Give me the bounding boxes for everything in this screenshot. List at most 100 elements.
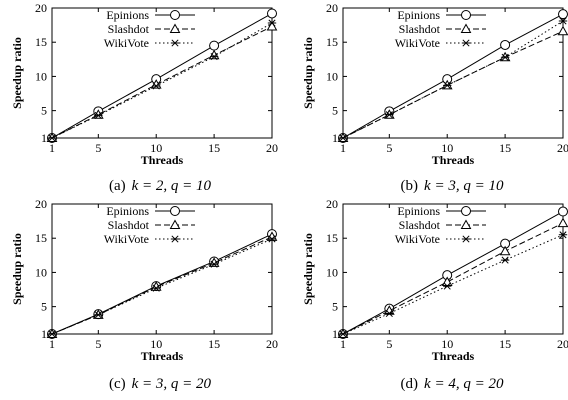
data-point-epinions-b — [558, 9, 568, 20]
x-tick-label-b: 10 — [441, 141, 453, 155]
caption-d-params: k = 4, q = 20 — [424, 376, 504, 392]
x-tick-label-d: 5 — [386, 337, 392, 351]
caption-b: (b) k = 3, q = 10 — [352, 178, 552, 195]
caption-d-label: (d) — [400, 376, 419, 392]
y-tick-label-c: 20 — [35, 197, 47, 211]
x-tick-label-a: 5 — [95, 141, 101, 155]
y-tick-label-c: 1 — [41, 327, 47, 341]
x-axis-title-c: Threads — [141, 349, 184, 363]
series-line-epinions-d — [342, 211, 564, 335]
y-tick-label-d: 1 — [332, 327, 338, 341]
legend-label-slashdot-b: Slashdot — [399, 22, 441, 36]
y-axis-title-d: Speedup ratio — [301, 233, 315, 305]
y-tick-label-c: 15 — [35, 231, 47, 245]
x-tick-label-c: 10 — [150, 337, 162, 351]
data-point-wikivote-b — [500, 53, 510, 61]
data-point-wikivote-b — [558, 17, 568, 25]
legend-marker-wikivote-b — [461, 39, 471, 47]
caption-d: (d) k = 4, q = 20 — [352, 376, 552, 393]
x-tick-label-b: 15 — [499, 141, 511, 155]
caption-a: (a) k = 2, q = 10 — [60, 178, 260, 195]
legend-marker-slashdot-a — [169, 23, 181, 33]
y-tick-label-d: 20 — [326, 197, 338, 211]
data-point-slashdot-d — [499, 245, 511, 256]
series-line-slashdot-a — [51, 26, 273, 139]
data-point-wikivote-d — [338, 330, 348, 338]
y-tick-label-c: 5 — [41, 300, 47, 314]
legend-label-wikivote-c: WikiVote — [104, 232, 149, 246]
y-tick-label-a: 15 — [35, 35, 47, 49]
plot-frame-b — [342, 7, 564, 139]
legend-marker-slashdot-b — [460, 23, 472, 33]
x-axis-title-d: Threads — [432, 349, 475, 363]
legend-marker-slashdot-c — [169, 219, 181, 229]
legend-label-slashdot-c: Slashdot — [108, 218, 150, 232]
legend-label-wikivote-a: WikiVote — [104, 36, 149, 50]
data-point-wikivote-b — [385, 111, 394, 119]
data-point-wikivote-b — [443, 81, 452, 89]
legend-marker-epinions-c — [170, 206, 180, 216]
data-point-slashdot-b — [557, 25, 568, 36]
y-axis-title-b: Speedup ratio — [301, 37, 315, 109]
series-line-epinions-a — [51, 13, 273, 139]
y-tick-label-d: 10 — [326, 265, 338, 279]
data-point-epinions-a — [267, 8, 277, 19]
series-line-wikivote-d — [342, 234, 564, 335]
data-point-wikivote-a — [94, 111, 103, 119]
data-point-wikivote-a — [152, 82, 161, 90]
series-line-wikivote-a — [51, 22, 273, 139]
caption-b-params: k = 3, q = 10 — [424, 178, 504, 194]
legend-marker-wikivote-d — [461, 235, 471, 243]
y-tick-label-d: 5 — [332, 300, 338, 314]
x-tick-label-a: 20 — [266, 141, 278, 155]
caption-c-label: (c) — [108, 376, 126, 392]
data-point-epinions-d — [558, 206, 568, 217]
series-line-slashdot-d — [342, 222, 564, 335]
data-point-wikivote-c — [47, 330, 57, 338]
legend-marker-slashdot-d — [460, 219, 472, 229]
legend-label-wikivote-b: WikiVote — [395, 36, 440, 50]
x-tick-label-d: 10 — [441, 337, 453, 351]
data-point-wikivote-c — [267, 235, 277, 243]
series-line-epinions-b — [342, 13, 564, 139]
data-point-wikivote-d — [385, 309, 394, 318]
data-point-slashdot-d — [557, 217, 568, 228]
series-line-wikivote-c — [51, 238, 273, 335]
plot-frame-c — [51, 203, 273, 335]
x-tick-label-a: 1 — [49, 141, 55, 155]
x-tick-label-d: 15 — [499, 337, 511, 351]
legend-label-wikivote-d: WikiVote — [395, 232, 440, 246]
y-axis-title-a: Speedup ratio — [10, 37, 24, 109]
caption-c: (c) k = 3, q = 20 — [60, 376, 260, 393]
legend-marker-wikivote-a — [170, 39, 180, 47]
data-point-wikivote-a — [267, 19, 277, 27]
y-tick-label-c: 10 — [35, 265, 47, 279]
x-tick-label-d: 20 — [557, 337, 568, 351]
legend-marker-epinions-a — [170, 10, 180, 20]
legend-label-epinions-d: Epinions — [397, 204, 440, 218]
data-point-wikivote-d — [500, 256, 510, 264]
data-point-wikivote-c — [152, 284, 161, 292]
x-tick-label-c: 20 — [266, 337, 278, 351]
y-tick-label-d: 15 — [326, 231, 338, 245]
y-tick-label-b: 20 — [326, 1, 338, 15]
legend-marker-wikivote-c — [170, 235, 180, 243]
x-axis-title-b: Threads — [432, 153, 475, 167]
x-tick-label-c: 15 — [208, 337, 220, 351]
x-axis-title-a: Threads — [141, 153, 184, 167]
x-tick-label-c: 1 — [49, 337, 55, 351]
y-tick-label-b: 10 — [326, 69, 338, 83]
data-point-wikivote-c — [94, 311, 103, 319]
legend-marker-epinions-b — [461, 10, 471, 20]
legend-label-epinions-b: Epinions — [397, 8, 440, 22]
y-tick-label-b: 15 — [326, 35, 338, 49]
y-tick-label-b: 1 — [332, 131, 338, 145]
caption-b-label: (b) — [400, 178, 419, 194]
legend-label-slashdot-d: Slashdot — [399, 218, 441, 232]
x-tick-label-a: 10 — [150, 141, 162, 155]
data-point-epinions-a — [209, 40, 220, 51]
y-tick-label-a: 10 — [35, 69, 47, 83]
legend-label-epinions-c: Epinions — [106, 204, 149, 218]
